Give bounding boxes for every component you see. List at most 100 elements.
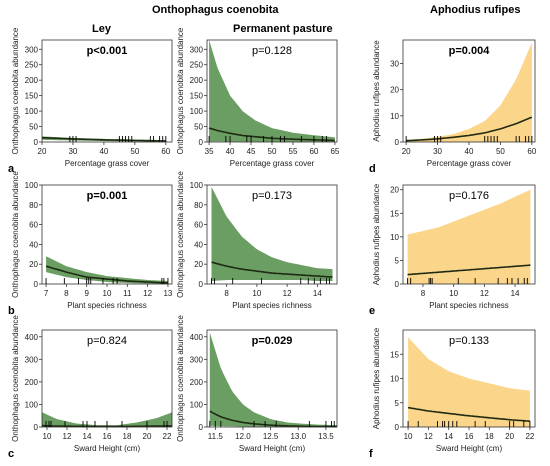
panel-c1-panel-letter: c bbox=[8, 448, 14, 460]
panel-a2-y-tick-label: 0 bbox=[199, 138, 204, 147]
panel-b1-x-tick-label: 12 bbox=[143, 289, 152, 298]
panel-b2-y-tick-label: 20 bbox=[194, 260, 203, 269]
panel-c3-x-tick-label: 12 bbox=[424, 432, 433, 441]
panel-b1-y-tick-label: 20 bbox=[29, 260, 38, 269]
panel-c3-fit-line bbox=[407, 406, 530, 422]
panel-a2-x-tick-label: 65 bbox=[330, 147, 339, 156]
column-header-permanent-pasture: Permanent pasture bbox=[233, 23, 333, 35]
panel-a2-x-tick-label: 55 bbox=[289, 147, 298, 156]
panel-c3-y-axis-label: Aphodius rufipes abundance bbox=[372, 327, 381, 429]
panel-a2-y-tick-label: 300 bbox=[190, 45, 204, 54]
panel-c3-y-tick-label: 0 bbox=[395, 423, 400, 432]
panel-b2-x-axis-label: Plant species richness bbox=[232, 301, 312, 310]
panel-c1-x-tick-label: 14 bbox=[83, 432, 92, 441]
panel-c2-confidence-band bbox=[209, 332, 337, 427]
panel-a3-confidence-band bbox=[406, 42, 532, 142]
panel-b1-x-tick-label: 7 bbox=[44, 289, 49, 298]
panel-b3-y-tick-label: 20 bbox=[390, 186, 399, 195]
panel-c3-x-tick-label: 18 bbox=[485, 432, 494, 441]
panel-a2-y-tick-label: 200 bbox=[190, 76, 204, 85]
panel-b2-x-tick-label: 12 bbox=[283, 289, 292, 298]
panel-a2-y-axis-label: Onthophagus coenobita abundance bbox=[176, 27, 185, 154]
panel-c2-x-tick-label: 12.0 bbox=[235, 432, 251, 441]
panel-b3-x-tick-label: 14 bbox=[511, 289, 520, 298]
panel-b1-y-axis-label: Onthophagus coenobita abundance bbox=[11, 171, 20, 298]
panel-b2-fit-line bbox=[211, 261, 333, 278]
panel-b2-frame bbox=[206, 184, 338, 285]
panel-a1-p-value: p<0.001 bbox=[87, 45, 128, 57]
panel-a1-panel-letter: a bbox=[8, 163, 15, 175]
panel-b2-x-tick-label: 8 bbox=[224, 289, 229, 298]
panel-a3-p-value: p=0.004 bbox=[449, 45, 491, 57]
panel-a1-x-tick-label: 60 bbox=[161, 147, 170, 156]
panel-a1-y-tick-label: 200 bbox=[25, 76, 39, 85]
panel-c3-panel-letter: f bbox=[369, 448, 373, 460]
panel-a3-x-tick-label: 60 bbox=[527, 147, 536, 156]
panel-c2-y-axis-label: Onthophagus coenobita abundance bbox=[176, 315, 185, 442]
panel-c2-y-tick-label: 200 bbox=[190, 378, 204, 387]
panel-b3-y-axis-label: Aphodius rufipes abundance bbox=[372, 183, 381, 285]
panel-b3-fit-line bbox=[407, 264, 531, 276]
panel-c1-x-tick-label: 12 bbox=[63, 432, 72, 441]
panel-b1-x-tick-label: 9 bbox=[84, 289, 89, 298]
panel-c1-x-tick-label: 22 bbox=[163, 432, 172, 441]
panel-c3-x-tick-label: 20 bbox=[505, 432, 514, 441]
panel-a1-fit-line bbox=[41, 136, 166, 142]
panel-b3-x-tick-label: 8 bbox=[421, 289, 426, 298]
panel-a1-y-tick-label: 50 bbox=[29, 123, 38, 132]
panel-a1-y-tick-label: 100 bbox=[25, 107, 39, 116]
panel-c1-confidence-band bbox=[42, 412, 172, 427]
panel-b2-y-tick-label: 40 bbox=[194, 240, 203, 249]
panel-c3-x-tick-label: 22 bbox=[525, 432, 534, 441]
panel-a1-x-axis-label: Percentage grass cover bbox=[65, 159, 150, 168]
panel-a2-x-tick-label: 35 bbox=[205, 147, 214, 156]
panel-b2-y-tick-label: 100 bbox=[190, 181, 204, 190]
panel-c2-y-tick-label: 100 bbox=[190, 400, 204, 409]
panel-b2-y-tick-label: 0 bbox=[199, 280, 204, 289]
panel-c1-p-value: p=0.824 bbox=[87, 335, 127, 347]
panel-a2-y-tick-label: 150 bbox=[190, 92, 204, 101]
panel-b1-x-tick-label: 13 bbox=[163, 289, 172, 298]
panel-c2-p-value: p=0.029 bbox=[252, 335, 293, 347]
panel-c2-fit-line bbox=[209, 410, 338, 428]
panel-c1-y-axis-label: Onthophagus coenobita abundance bbox=[11, 315, 20, 442]
panel-b1-y-tick-label: 100 bbox=[25, 181, 39, 190]
panel-a3-x-axis-label: Percentage grass cover bbox=[427, 159, 512, 168]
panel-c1-x-axis-label: Sward Height (cm) bbox=[74, 444, 141, 453]
panel-b1-fit-line bbox=[45, 265, 168, 284]
panel-b3-confidence-band bbox=[407, 189, 531, 284]
panel-a2-y-tick-label: 250 bbox=[190, 61, 204, 70]
panel-a3-x-tick-label: 40 bbox=[465, 147, 474, 156]
panel-a3-y-tick-label: 0 bbox=[395, 138, 400, 147]
panel-b3-y-tick-label: 0 bbox=[395, 280, 400, 289]
panel-a3-y-tick-label: 30 bbox=[390, 60, 399, 69]
panel-c3-y-tick-label: 15 bbox=[390, 350, 399, 359]
panel-b3-y-tick-label: 10 bbox=[390, 233, 399, 242]
panel-a1-frame bbox=[41, 39, 173, 143]
panel-b1-x-tick-label: 10 bbox=[103, 289, 112, 298]
species-header-aphodius: Aphodius rufipes bbox=[430, 4, 521, 16]
panel-c3-x-tick-label: 14 bbox=[444, 432, 453, 441]
panel-b2-y-tick-label: 80 bbox=[194, 201, 203, 210]
panel-b2-x-tick-label: 14 bbox=[313, 289, 322, 298]
panel-c3-y-tick-label: 10 bbox=[390, 375, 399, 384]
panel-c2-y-tick-label: 400 bbox=[190, 333, 204, 342]
panel-c1-y-tick-label: 400 bbox=[25, 333, 39, 342]
panel-c2-x-axis-label: Sward Height (cm) bbox=[239, 444, 306, 453]
panel-c1-x-tick-label: 10 bbox=[43, 432, 52, 441]
panel-a2-x-tick-label: 50 bbox=[268, 147, 277, 156]
panel-a2-x-axis-label: Percentage grass cover bbox=[230, 159, 315, 168]
panel-a1-x-tick-label: 40 bbox=[99, 147, 108, 156]
panel-b2-p-value: p=0.173 bbox=[252, 190, 292, 202]
panel-c1-x-tick-label: 16 bbox=[103, 432, 112, 441]
panel-b3-x-tick-label: 10 bbox=[449, 289, 458, 298]
species-header-onthophagus: Onthophagus coenobita bbox=[152, 4, 279, 16]
panel-b1-x-tick-label: 11 bbox=[123, 289, 132, 298]
panel-b3-y-tick-label: 15 bbox=[390, 209, 399, 218]
panel-a3-y-tick-label: 10 bbox=[390, 112, 399, 121]
panel-b2-x-tick-label: 10 bbox=[252, 289, 261, 298]
panel-a2-p-value: p=0.128 bbox=[252, 45, 292, 57]
panel-c3-y-tick-label: 5 bbox=[395, 399, 400, 408]
panel-a3-x-tick-label: 50 bbox=[496, 147, 505, 156]
panel-a1-y-tick-label: 250 bbox=[25, 61, 39, 70]
